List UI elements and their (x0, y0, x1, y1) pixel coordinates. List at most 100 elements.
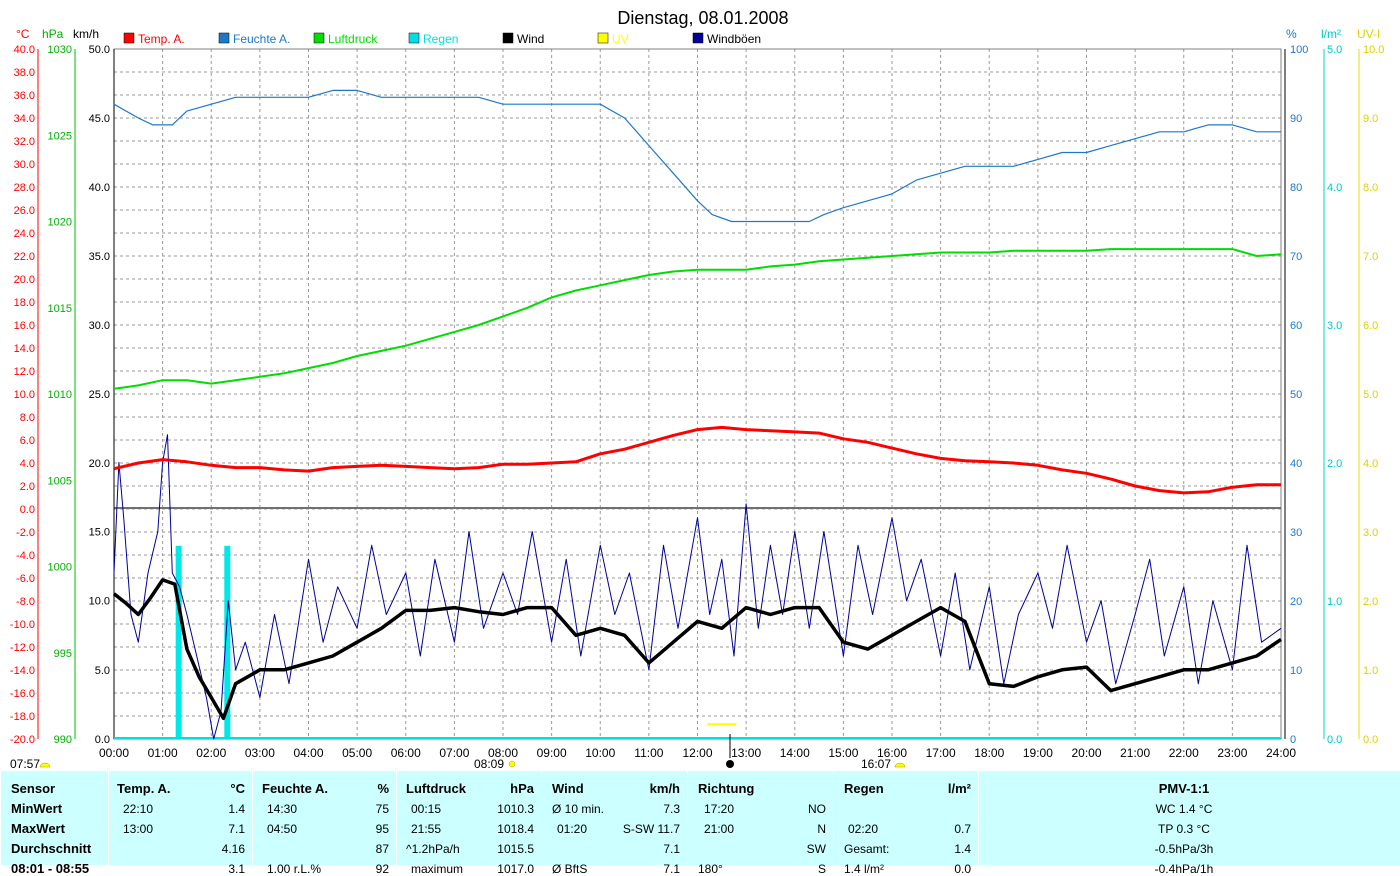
stats-wind-avg-label: Ø 10 min. (552, 802, 605, 816)
humidity-tick-label: 50 (1290, 389, 1302, 401)
stats-pressure-extra-label: maximum (411, 862, 464, 876)
stats-temp-extra: 3.1 (228, 862, 245, 876)
uv-tick-label: 7.0 (1363, 251, 1378, 263)
x-tick-label: 00:00 (99, 746, 129, 760)
uv-tick-label: 4.0 (1363, 458, 1378, 470)
pressure-tick-label: 1020 (48, 217, 72, 229)
stats-wind-unit: km/h (649, 781, 680, 796)
stats-pressure-trend: ^1.2hPa/h (406, 842, 460, 856)
x-tick-label: 15:00 (828, 746, 858, 760)
legend-label: Luftdruck (328, 32, 378, 46)
x-tick-label: 18:00 (974, 746, 1004, 760)
stats-pressure-min: 1010.3 (497, 802, 534, 816)
wind-tick-label: 25.0 (89, 389, 110, 401)
wind-tick-label: 10.0 (89, 596, 110, 608)
stats-wind-column: Wind km/h Ø 10 min. 7.3 01:20 S-SW 11.7 … (541, 771, 688, 876)
stats-direction-min: NO (808, 802, 826, 816)
temp-tick-label: 14.0 (14, 343, 35, 355)
humidity-tick-label: 90 (1290, 113, 1302, 125)
plot-area (112, 89, 1282, 740)
temp-tick-label: 32.0 (14, 136, 35, 148)
stats-pressure-avg: 1015.5 (497, 842, 534, 856)
humidity-tick-label: 0 (1290, 734, 1296, 746)
stats-humidity-min: 75 (375, 802, 389, 816)
stats-humidity-column: Feuchte A. % 14:30 75 04:50 95 87 1.00 r… (252, 771, 397, 876)
legend-swatch (597, 32, 609, 44)
temp-tick-label: 2.0 (20, 481, 35, 493)
uv-unit-label: UV-I (1357, 27, 1380, 41)
humidity-tick-label: 20 (1290, 596, 1302, 608)
x-tick-label: 10:00 (585, 746, 615, 760)
legend-swatch (408, 32, 420, 44)
stats-rain-max: 0.7 (954, 822, 971, 836)
humidity-tick-label: 10 (1290, 665, 1302, 677)
stats-pmv-trend3h: -0.5hPa/3h (1154, 842, 1214, 856)
pressure-tick-label: 1015 (48, 303, 72, 315)
statistics-table: Sensor MinWert MaxWert Durchschnitt 08:0… (0, 771, 1400, 876)
stats-wind-avg: 7.3 (663, 802, 680, 816)
wind-tick-label: 40.0 (89, 182, 110, 194)
temp-tick-label: 26.0 (14, 205, 35, 217)
x-tick-label: 12:00 (682, 746, 712, 760)
stats-wind-max: S-SW 11.7 (622, 822, 680, 836)
wind-unit-label: km/h (73, 27, 99, 41)
pressure-tick-label: 995 (54, 648, 72, 660)
sunrise-time: 07:57 (10, 757, 40, 771)
stats-rain-unit: l/m² (947, 781, 971, 796)
stats-rain-extra: 0.0 (954, 862, 971, 876)
stats-temp-avg: 4.16 (221, 842, 245, 856)
uv-tick-label: 5.0 (1363, 389, 1378, 401)
stats-pressure-column: Luftdruck hPa 00:15 1010.3 21:55 1018.4 … (396, 771, 542, 876)
legend-swatch (502, 32, 514, 44)
x-tick-label: 09:00 (537, 746, 567, 760)
chart-title: Dienstag, 08.01.2008 (617, 8, 788, 28)
x-tick-label: 06:00 (391, 746, 421, 760)
stats-temp-min: 1.4 (228, 802, 245, 816)
stats-temp-unit: °C (230, 781, 245, 796)
stats-humidity-header: Feuchte A. (262, 781, 328, 796)
x-tick-label: 16:00 (877, 746, 907, 760)
legend-swatch (692, 32, 704, 44)
stats-row-label: MaxWert (11, 821, 65, 836)
uv-tick-label: 0.0 (1363, 734, 1378, 746)
x-tick-label: 11:00 (634, 746, 663, 760)
stats-rain-total: 1.4 (954, 842, 971, 856)
x-tick-label: 19:00 (1023, 746, 1053, 760)
temp-tick-label: 40.0 (14, 44, 35, 56)
uv-tick-label: 6.0 (1363, 320, 1378, 332)
temperature-line (113, 425, 1281, 495)
temp-tick-label: 8.0 (20, 412, 35, 424)
temp-tick-label: 28.0 (14, 182, 35, 194)
x-tick-label: 05:00 (342, 746, 372, 760)
wind-tick-label: 35.0 (89, 251, 110, 263)
stats-humidity-unit: % (377, 781, 389, 796)
legend-label: UV (612, 32, 629, 46)
rain-tick-label: 5.0 (1327, 44, 1342, 56)
temp-tick-label: -14.0 (10, 665, 35, 677)
legend-label: Temp. A. (138, 32, 185, 46)
pressure-tick-label: 1010 (48, 389, 72, 401)
wind-tick-label: 30.0 (89, 320, 110, 332)
stats-direction-max-time: 21:00 (704, 822, 735, 836)
x-tick-label: 01:00 (148, 746, 178, 760)
humidity-line (113, 89, 1281, 223)
temp-tick-label: -18.0 (10, 711, 35, 723)
stats-pressure-min-time: 00:15 (411, 802, 442, 816)
legend-label: Feuchte A. (233, 32, 290, 46)
stats-wind-max-time: 01:20 (557, 822, 588, 836)
x-tick-label: 07:00 (439, 746, 469, 760)
rain-tick-label: 1.0 (1327, 596, 1342, 608)
x-tick-label: 24:00 (1266, 746, 1296, 760)
stats-temp-max: 7.1 (228, 822, 245, 836)
stats-direction-max: N (817, 822, 826, 836)
legend-swatch (218, 32, 230, 44)
sun-markers: 07:57 08:09 16:07 (10, 734, 906, 771)
stats-humidity-avg: 87 (375, 842, 389, 856)
axes: 40.0 38.0 36.0 34.0 32.0 30.0 28.0 26.0 24.0 22.0… (10, 27, 1385, 760)
uv-tick-label: 9.0 (1363, 113, 1378, 125)
uv-tick-label: 1.0 (1363, 665, 1378, 677)
grid (113, 48, 1282, 740)
stats-direction-column: Richtung 17:20 NO 21:00 N SW 180° S (687, 771, 834, 876)
stats-rain-header: Regen (844, 781, 884, 796)
stats-rain-column: Regen l/m² 02:20 0.7 Gesamt: 1.4 1.4 l/m… (833, 771, 979, 876)
